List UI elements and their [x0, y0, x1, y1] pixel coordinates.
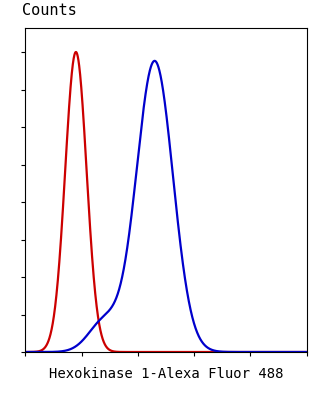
- X-axis label: Hexokinase 1-Alexa Fluor 488: Hexokinase 1-Alexa Fluor 488: [49, 366, 283, 380]
- Text: Counts: Counts: [22, 3, 77, 18]
